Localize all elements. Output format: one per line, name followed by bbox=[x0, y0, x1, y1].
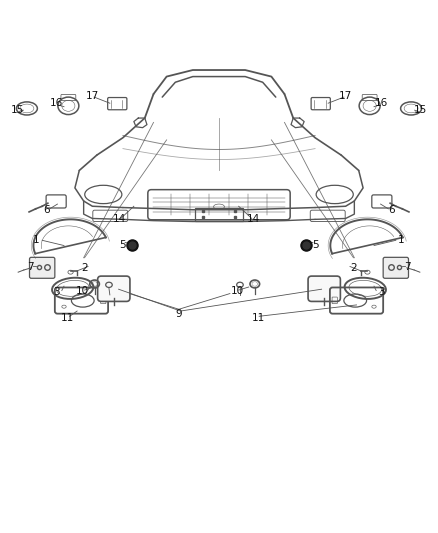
Text: 17: 17 bbox=[339, 91, 352, 101]
Text: 3: 3 bbox=[378, 287, 385, 297]
Text: 10: 10 bbox=[231, 286, 244, 296]
FancyBboxPatch shape bbox=[383, 257, 409, 278]
FancyBboxPatch shape bbox=[29, 257, 55, 278]
Text: 9: 9 bbox=[176, 309, 182, 319]
Text: 5: 5 bbox=[119, 240, 125, 249]
FancyBboxPatch shape bbox=[98, 276, 130, 302]
Text: 15: 15 bbox=[414, 105, 427, 115]
Text: 14: 14 bbox=[247, 214, 260, 224]
Text: 5: 5 bbox=[313, 240, 319, 249]
Text: 1: 1 bbox=[398, 235, 405, 245]
Text: 15: 15 bbox=[11, 105, 24, 115]
Text: 10: 10 bbox=[76, 286, 89, 296]
Text: 1: 1 bbox=[33, 235, 40, 245]
Text: 16: 16 bbox=[375, 98, 388, 108]
Text: 3: 3 bbox=[53, 287, 60, 297]
Text: 11: 11 bbox=[252, 313, 265, 323]
Text: 6: 6 bbox=[388, 205, 395, 215]
Text: 6: 6 bbox=[43, 205, 50, 215]
Text: 2: 2 bbox=[81, 263, 88, 273]
Text: 14: 14 bbox=[113, 214, 126, 224]
Text: 17: 17 bbox=[86, 91, 99, 101]
Text: 11: 11 bbox=[60, 313, 74, 323]
Text: 7: 7 bbox=[404, 262, 411, 271]
Text: 16: 16 bbox=[50, 98, 63, 108]
Text: 2: 2 bbox=[350, 263, 357, 273]
FancyBboxPatch shape bbox=[308, 276, 340, 302]
Text: 7: 7 bbox=[27, 262, 34, 271]
